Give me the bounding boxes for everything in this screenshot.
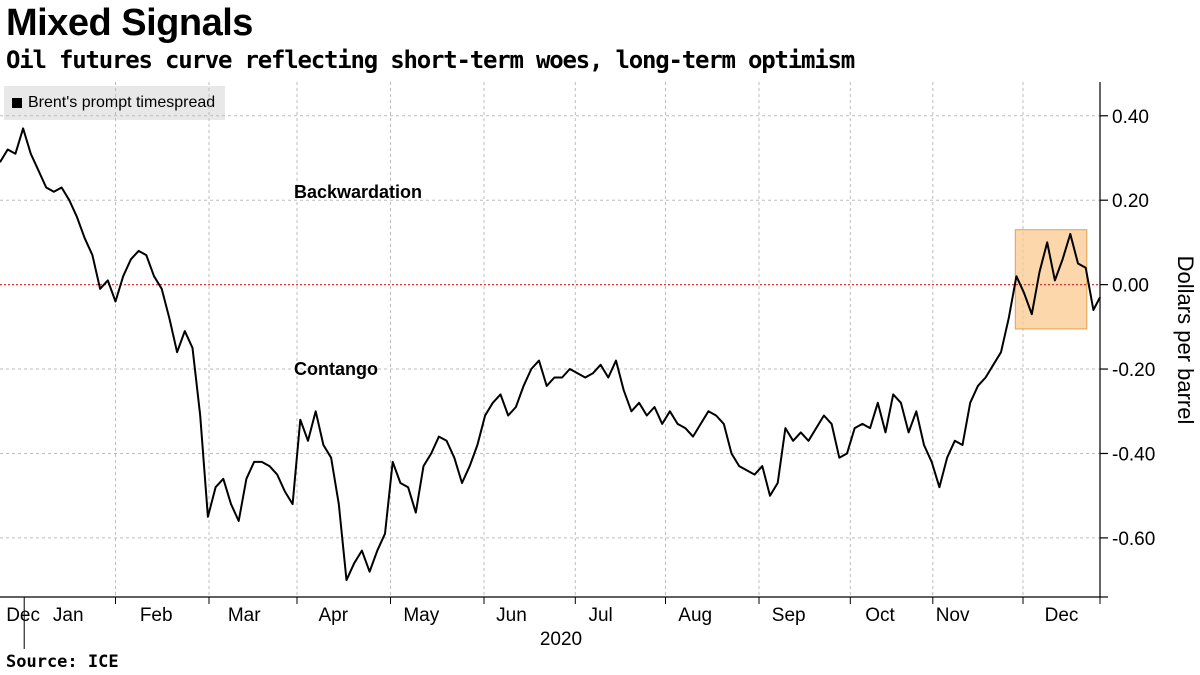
x-tick-label: Dec (1045, 605, 1079, 626)
y-tick-label: 0.00 (1112, 276, 1149, 297)
y-tick-label: 0.20 (1112, 191, 1149, 212)
x-year-label: 2020 (540, 629, 582, 650)
x-tick-label: Mar (228, 605, 261, 626)
y-tick-label: -0.60 (1112, 529, 1155, 550)
x-tick-label: Aug (678, 605, 712, 626)
annotation-text: Backwardation (294, 182, 422, 202)
source-note: Source: ICE (6, 652, 119, 672)
annotation-layer: Backwardation Contango (294, 182, 422, 379)
legend: Brent's prompt timespread (4, 86, 226, 120)
chart-subtitle: Oil futures curve reflecting short-term … (6, 46, 855, 74)
series-layer (0, 127, 1101, 582)
highlight-layer (1014, 229, 1088, 330)
chart-title: Mixed Signals (6, 2, 253, 44)
y-tick-label: -0.40 (1112, 444, 1155, 465)
x-tick-label: Dec (6, 605, 40, 626)
x-tick-label: Apr (319, 605, 349, 626)
series-line-brent-timespread (0, 127, 1101, 582)
y-tick-label: -0.20 (1112, 360, 1155, 381)
x-tick-label: Jul (588, 605, 612, 626)
legend-label: Brent's prompt timespread (28, 94, 216, 111)
axis-layer: 0.40 0.20 0.00 -0.20 -0.40 -0.60 Dollars per b… (0, 82, 1198, 650)
grid-layer (0, 82, 1101, 597)
x-tick-label: Jun (496, 605, 527, 626)
y-tick-label: 0.40 (1112, 107, 1149, 128)
x-tick-label: Feb (140, 605, 173, 626)
y-axis-title: Dollars per barrel (1173, 256, 1198, 425)
x-tick-label: Jan (53, 605, 84, 626)
annotation-text: Contango (294, 359, 378, 379)
highlight-box (1014, 229, 1088, 330)
x-tick-label: Nov (936, 605, 970, 626)
x-tick-label: May (403, 605, 439, 626)
legend-swatch (12, 98, 22, 108)
x-tick-label: Sep (772, 605, 806, 626)
x-tick-label: Oct (865, 605, 895, 626)
